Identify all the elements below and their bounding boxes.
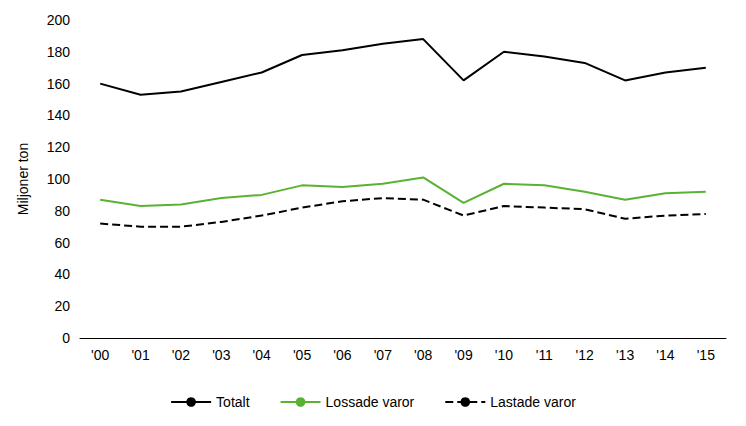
svg-text:100: 100: [47, 171, 71, 187]
svg-text:140: 140: [47, 107, 71, 123]
svg-text:180: 180: [47, 44, 71, 60]
svg-text:160: 160: [47, 76, 71, 92]
svg-text:'07: '07: [374, 347, 392, 363]
svg-text:'02: '02: [172, 347, 190, 363]
svg-text:20: 20: [54, 298, 70, 314]
svg-text:'05: '05: [293, 347, 311, 363]
svg-text:80: 80: [54, 203, 70, 219]
svg-text:'04: '04: [253, 347, 271, 363]
svg-text:'11: '11: [536, 347, 553, 363]
svg-text:'03: '03: [212, 347, 230, 363]
svg-text:'06: '06: [333, 347, 351, 363]
svg-text:'14: '14: [656, 347, 674, 363]
svg-text:'01: '01: [131, 347, 149, 363]
svg-text:200: 200: [47, 12, 71, 28]
svg-text:120: 120: [47, 139, 71, 155]
svg-text:40: 40: [54, 266, 70, 282]
svg-text:Totalt: Totalt: [216, 394, 250, 410]
svg-text:'00: '00: [91, 347, 109, 363]
svg-text:Miljoner ton: Miljoner ton: [15, 143, 31, 215]
svg-text:'15: '15: [697, 347, 715, 363]
svg-text:Lastade varor: Lastade varor: [490, 394, 576, 410]
svg-text:'13: '13: [616, 347, 634, 363]
svg-text:'10: '10: [495, 347, 513, 363]
svg-text:0: 0: [62, 330, 70, 346]
svg-text:'09: '09: [454, 347, 472, 363]
svg-text:'08: '08: [414, 347, 432, 363]
svg-text:60: 60: [54, 235, 70, 251]
svg-text:'12: '12: [576, 347, 594, 363]
svg-text:Lossade varor: Lossade varor: [326, 394, 415, 410]
